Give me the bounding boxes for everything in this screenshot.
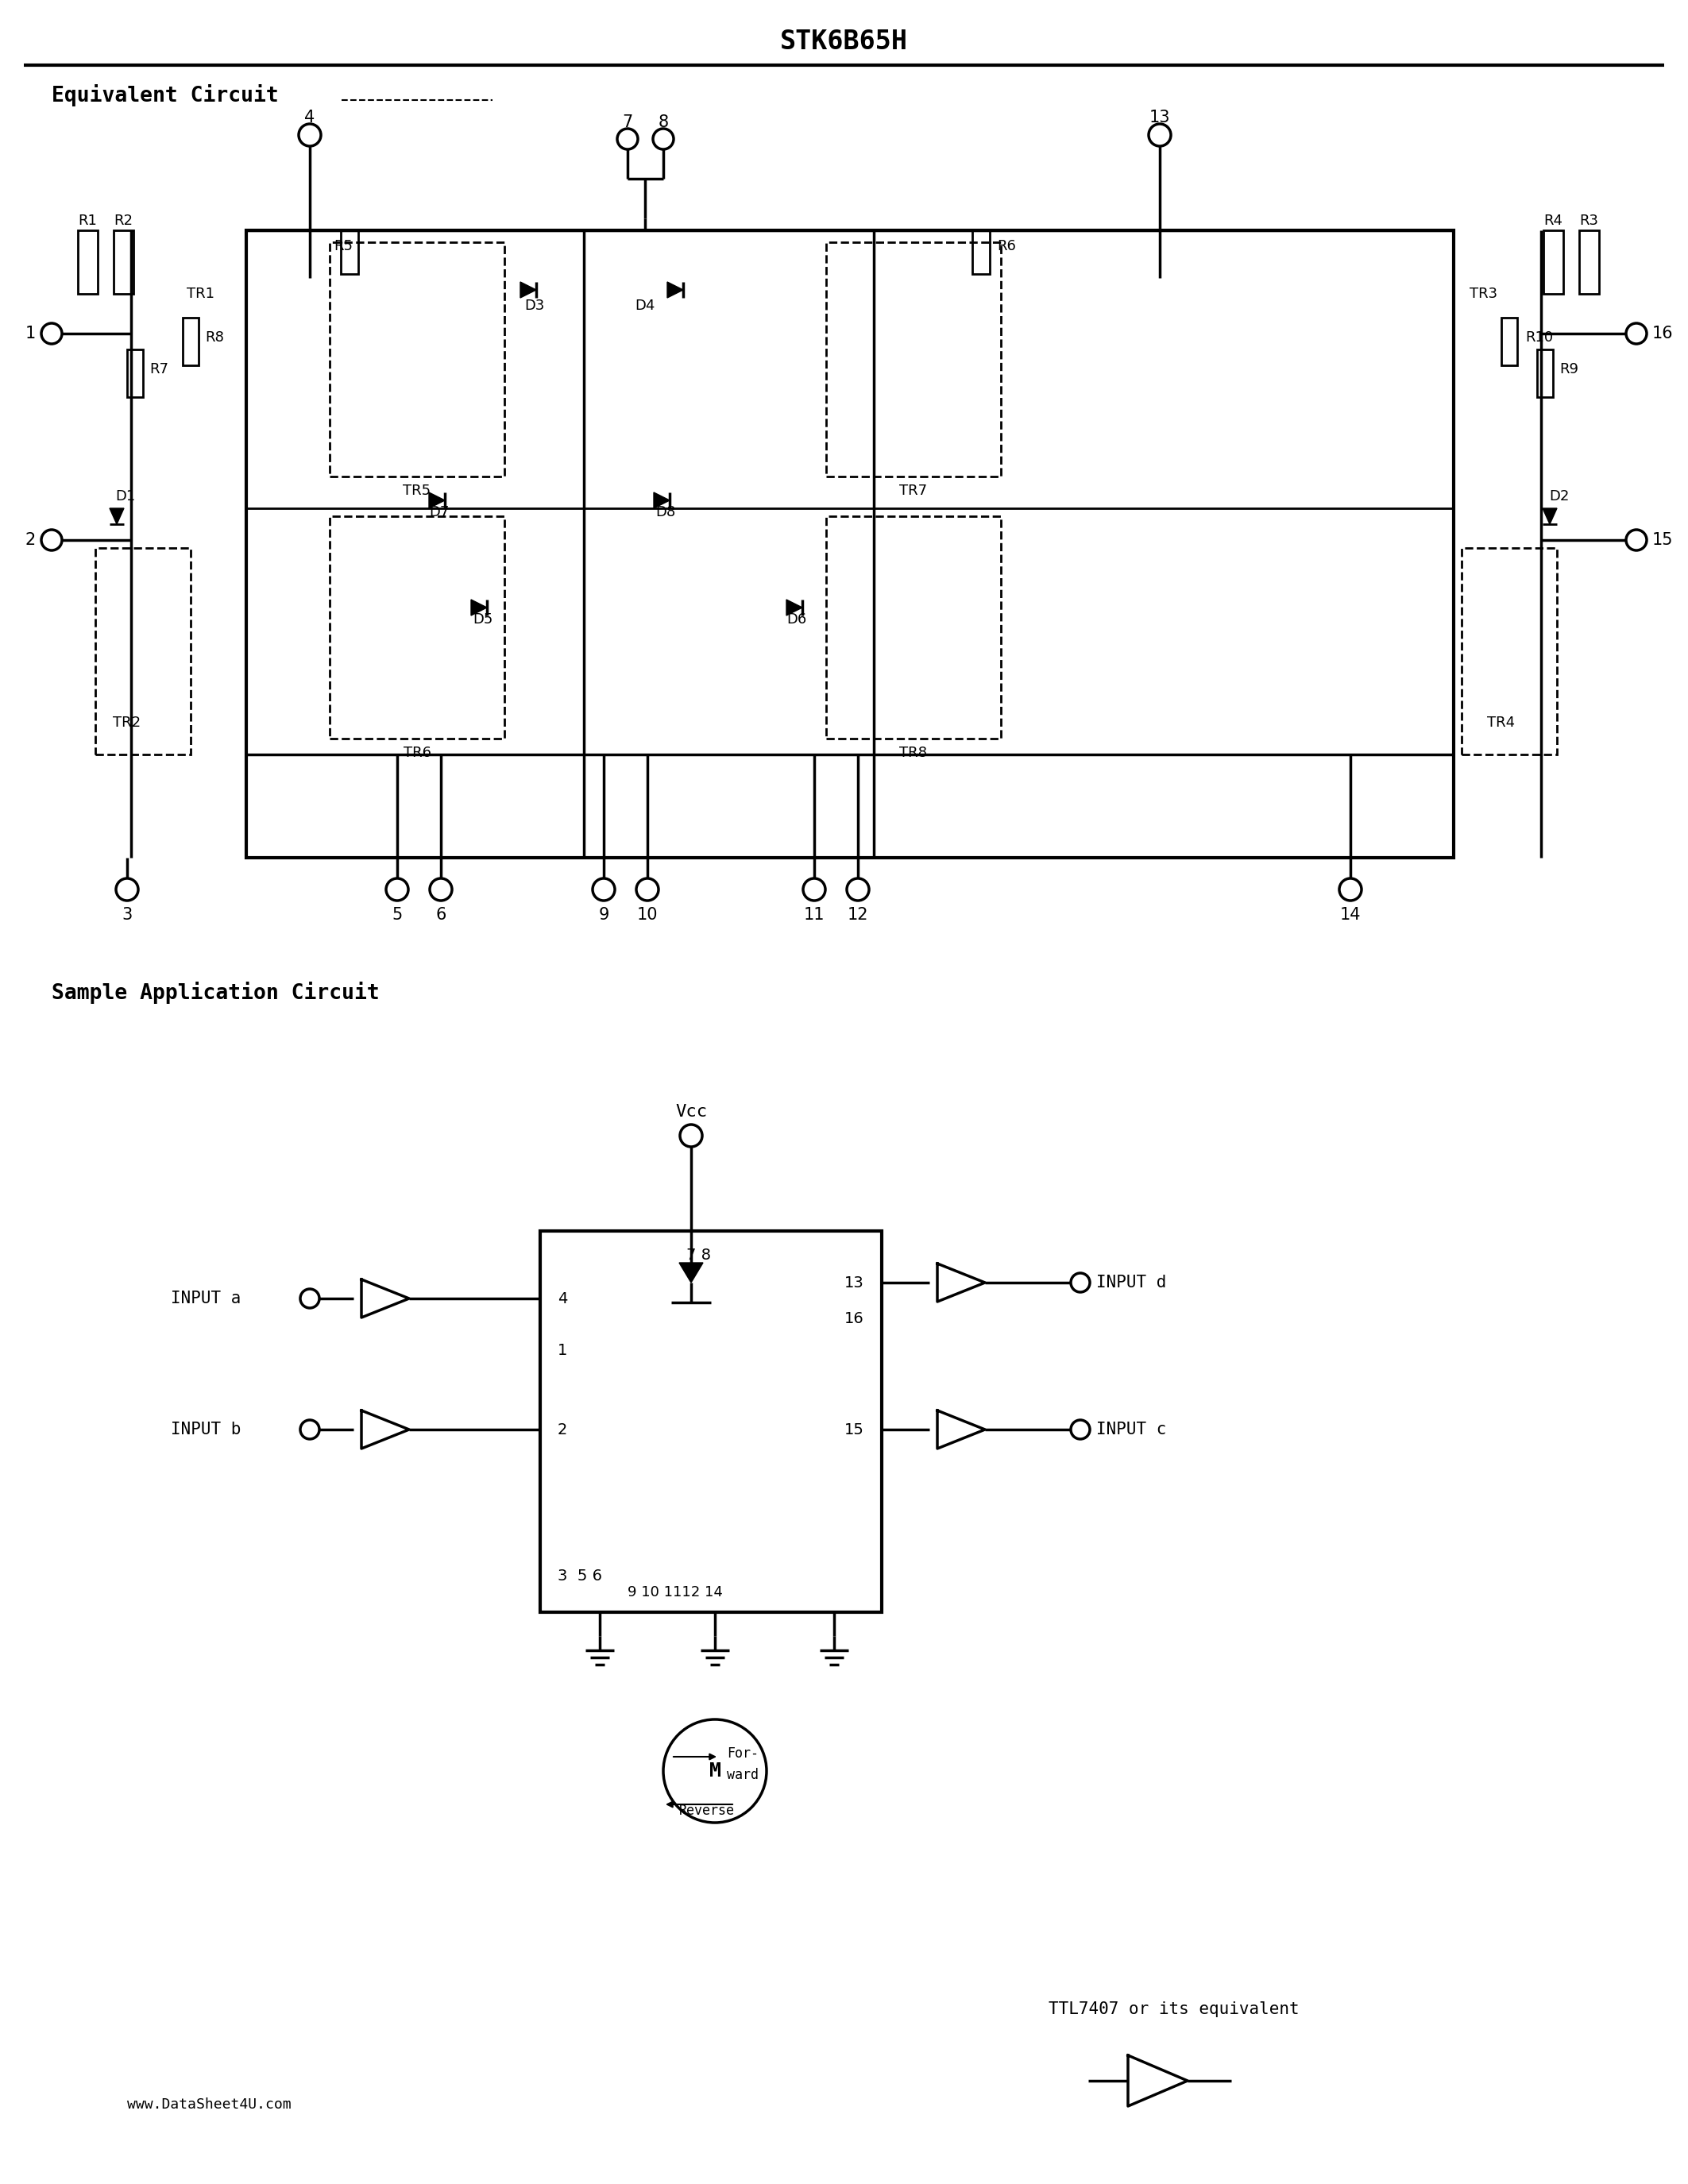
Text: 16: 16 (1653, 325, 1673, 341)
Text: 12: 12 (847, 906, 868, 924)
Polygon shape (361, 1411, 408, 1448)
Text: INPUT c: INPUT c (1096, 1422, 1166, 1437)
Polygon shape (520, 282, 537, 297)
Bar (825, 515, 1001, 738)
Text: D2: D2 (1550, 489, 1570, 505)
Text: M: M (709, 1762, 721, 1780)
Text: D4: D4 (635, 299, 655, 312)
Text: D6: D6 (787, 612, 807, 627)
Text: 14: 14 (1340, 906, 1361, 924)
Text: For-: For- (728, 1747, 758, 1760)
Text: 9 10 1112 14: 9 10 1112 14 (628, 1586, 722, 1599)
Bar (113, 229, 133, 295)
Text: 8: 8 (658, 114, 668, 131)
Text: TR6: TR6 (403, 745, 430, 760)
Text: TTL7407 or its equivalent: TTL7407 or its equivalent (1048, 2001, 1300, 2018)
Text: R9: R9 (1560, 363, 1578, 376)
Text: ward: ward (728, 1767, 758, 1782)
Text: TR5: TR5 (403, 483, 430, 498)
Text: R7: R7 (149, 363, 169, 376)
Text: STK6B65H: STK6B65H (780, 28, 908, 55)
Text: 13: 13 (1150, 109, 1170, 124)
Bar (972, 229, 989, 273)
Text: 16: 16 (844, 1310, 864, 1326)
Bar (540, 1232, 881, 1612)
Polygon shape (667, 282, 684, 297)
Text: 2: 2 (557, 1422, 567, 1437)
Polygon shape (653, 491, 670, 509)
Bar (825, 242, 1001, 476)
Text: TR1: TR1 (187, 286, 214, 301)
Text: R6: R6 (998, 238, 1016, 253)
Text: INPUT d: INPUT d (1096, 1275, 1166, 1291)
Bar (1501, 317, 1518, 365)
Bar (1580, 229, 1599, 295)
Bar (1462, 548, 1556, 753)
Bar (127, 349, 143, 397)
Text: 3: 3 (122, 906, 132, 924)
Bar (329, 515, 505, 738)
Text: INPUT b: INPUT b (170, 1422, 241, 1437)
Text: R3: R3 (1580, 214, 1599, 227)
Polygon shape (937, 1265, 986, 1302)
Text: INPUT a: INPUT a (170, 1291, 241, 1306)
Text: 3  5 6: 3 5 6 (557, 1568, 603, 1583)
Text: 10: 10 (636, 906, 658, 924)
Text: 7: 7 (623, 114, 633, 131)
Bar (95, 548, 191, 753)
Polygon shape (787, 601, 802, 616)
Text: D3: D3 (525, 299, 545, 312)
Text: TR4: TR4 (1487, 716, 1516, 729)
Text: D8: D8 (655, 505, 675, 520)
Text: D7: D7 (429, 505, 449, 520)
Text: 5: 5 (392, 906, 402, 924)
Polygon shape (429, 491, 446, 509)
Text: TR3: TR3 (1470, 286, 1497, 301)
Text: www.DataSheet4U.com: www.DataSheet4U.com (127, 2097, 292, 2112)
Text: D5: D5 (473, 612, 493, 627)
Text: R1: R1 (78, 214, 96, 227)
Polygon shape (471, 601, 486, 616)
Bar (341, 229, 358, 273)
Text: TR8: TR8 (900, 745, 927, 760)
Text: Sample Application Circuit: Sample Application Circuit (52, 981, 380, 1005)
Text: Reverse: Reverse (679, 1804, 734, 1817)
Text: 4: 4 (304, 109, 316, 124)
Text: 2: 2 (25, 533, 35, 548)
Polygon shape (361, 1280, 408, 1317)
Text: 4: 4 (557, 1291, 567, 1306)
Text: TR7: TR7 (900, 483, 927, 498)
Text: Vcc: Vcc (675, 1103, 707, 1120)
Text: R4: R4 (1543, 214, 1563, 227)
Bar (1543, 229, 1563, 295)
Text: 15: 15 (1653, 533, 1673, 548)
Text: 1: 1 (25, 325, 35, 341)
Text: R8: R8 (204, 330, 225, 345)
Text: 15: 15 (844, 1422, 864, 1437)
Bar (329, 242, 505, 476)
Text: D1: D1 (115, 489, 135, 505)
Text: Equivalent Circuit: Equivalent Circuit (52, 85, 279, 107)
Polygon shape (937, 1411, 986, 1448)
Polygon shape (1128, 2055, 1188, 2105)
Text: R10: R10 (1526, 330, 1553, 345)
Text: 13: 13 (844, 1275, 864, 1291)
Polygon shape (679, 1262, 702, 1282)
Polygon shape (110, 509, 123, 524)
Text: R5: R5 (334, 238, 353, 253)
Bar (78, 229, 98, 295)
Text: 11: 11 (803, 906, 825, 924)
Polygon shape (1543, 509, 1556, 524)
Text: 6: 6 (436, 906, 446, 924)
Text: TR2: TR2 (113, 716, 142, 729)
Bar (182, 317, 199, 365)
Text: R2: R2 (113, 214, 133, 227)
Bar (246, 229, 1453, 858)
Bar (1538, 349, 1553, 397)
Text: 9: 9 (599, 906, 609, 924)
Text: 1: 1 (557, 1343, 567, 1358)
Text: 7 8: 7 8 (687, 1247, 711, 1262)
